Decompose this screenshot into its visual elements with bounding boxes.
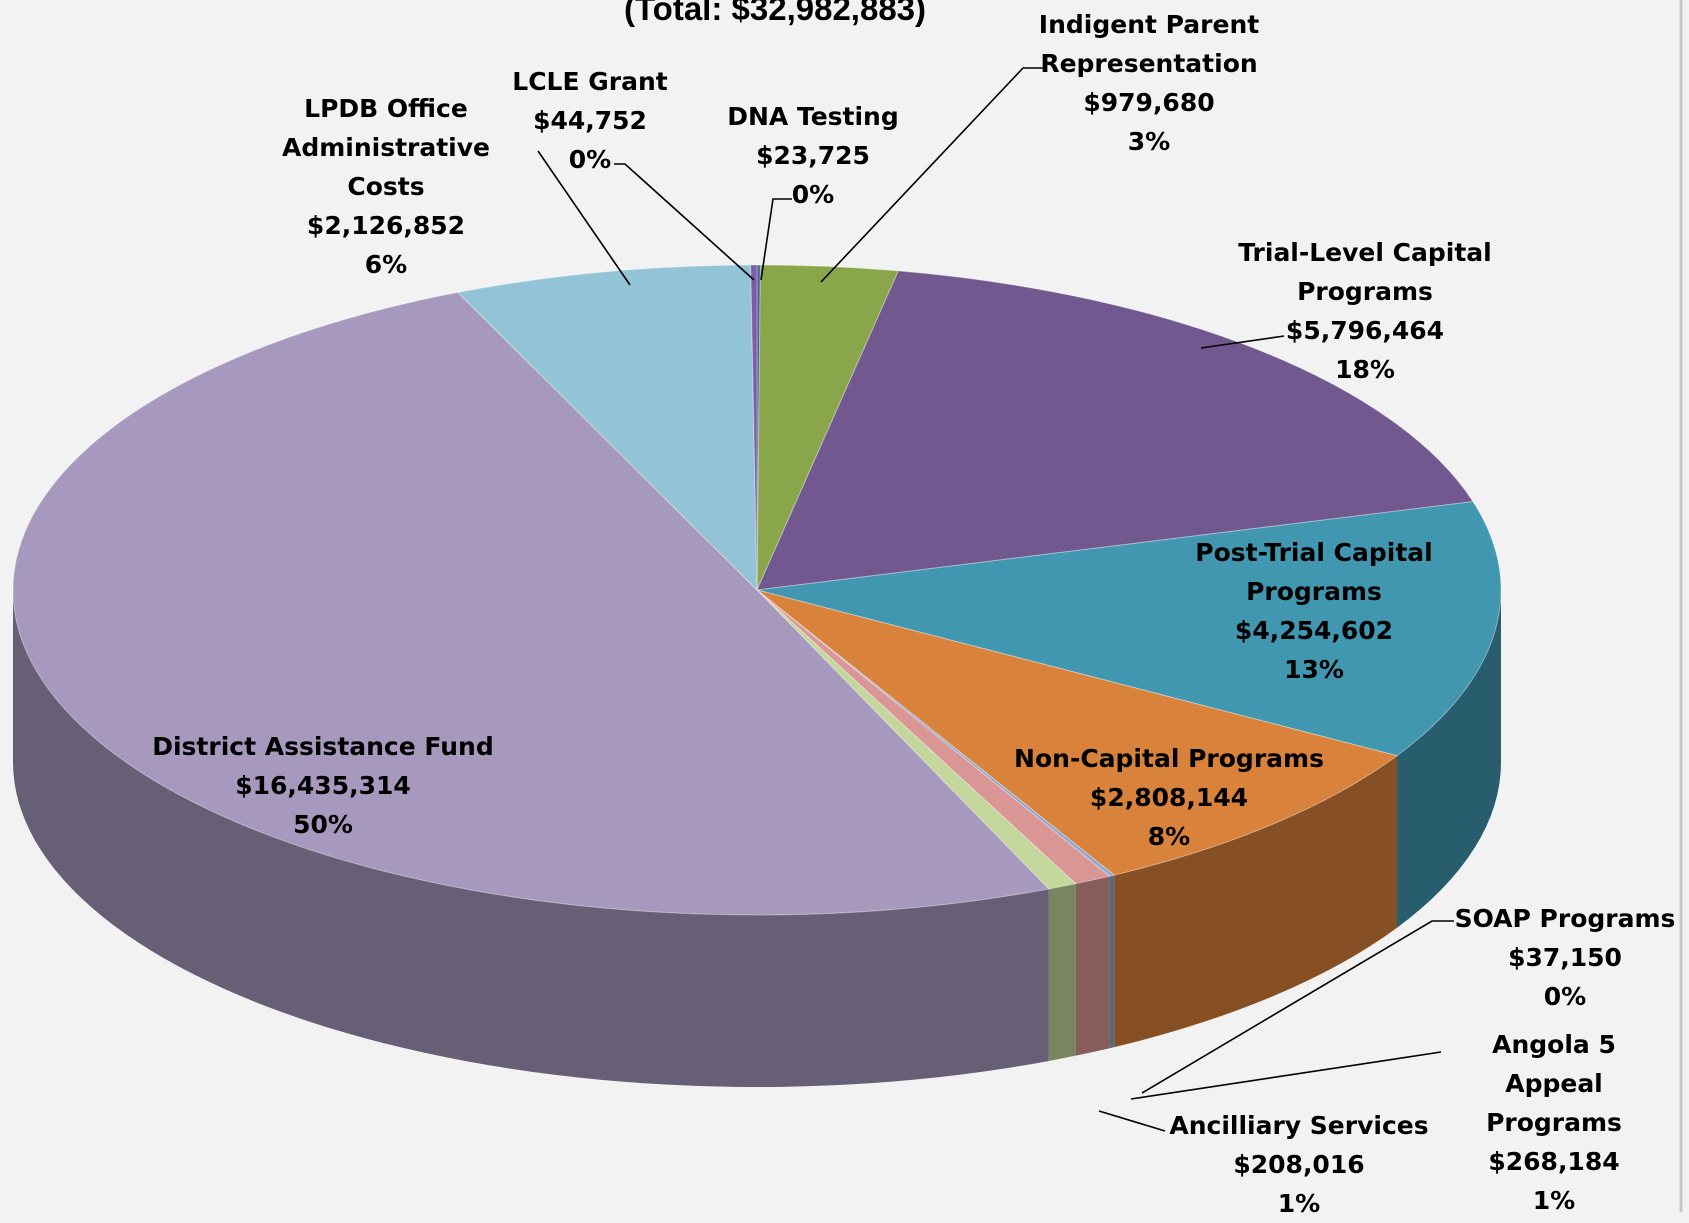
data-label: SOAP Programs $37,150 0% [1435, 899, 1689, 1016]
slice [756, 264, 900, 591]
data-label: District Assistance Fund $16,435,314 50% [143, 727, 503, 844]
side-shade [1048, 883, 1076, 1061]
data-label: LPDB Office Administrative Costs $2,126,8… [241, 89, 531, 284]
data-label: LCLE Grant $44,752 0% [490, 62, 690, 179]
slice [756, 589, 1116, 877]
value-label: $208,016 [1233, 1150, 1365, 1179]
percent-label: 50% [293, 810, 353, 839]
category-label: District Assistance Fund [152, 732, 494, 761]
leader-lines [537, 67, 1454, 1132]
slice-side [13, 590, 1049, 1087]
slice [756, 264, 761, 591]
percent-label: 13% [1284, 655, 1344, 684]
slice-side [1048, 883, 1076, 1061]
data-label: Trial-Level Capital Programs $5,796,464 18… [1235, 233, 1495, 389]
data-label: Angola 5 Appeal Programs $268,184 1% [1444, 1025, 1664, 1220]
leader-line [760, 198, 792, 281]
leader-line [1200, 335, 1285, 349]
category-label: Non-Capital Programs [1014, 744, 1324, 773]
slice [756, 270, 1474, 591]
category-label: Post-Trial Capital Programs [1195, 538, 1433, 606]
value-label: $979,680 [1083, 88, 1215, 117]
slice-side [1075, 876, 1110, 1056]
slice [756, 589, 1399, 876]
percent-label: 1% [1277, 1189, 1321, 1218]
leader-line [820, 67, 1043, 283]
side-shade [1397, 590, 1501, 928]
category-label: DNA Testing [727, 102, 899, 131]
pie [12, 264, 1502, 1087]
data-label: Post-Trial Capital Programs $4,254,602 13% [1184, 533, 1444, 689]
chart-title: (Total: $32,982,883) [623, 0, 927, 27]
value-label: $2,808,144 [1089, 783, 1249, 812]
slice [456, 264, 758, 592]
leader-line [1141, 920, 1454, 1094]
category-label: LPDB Office Administrative Costs [281, 94, 491, 201]
percent-label: 0% [791, 180, 835, 209]
data-label: DNA Testing $23,725 0% [703, 97, 923, 214]
percent-label: 18% [1335, 355, 1395, 384]
percent-label: 0% [568, 145, 612, 174]
slice-side [1114, 755, 1398, 1048]
value-label: $268,184 [1488, 1147, 1620, 1176]
category-label: SOAP Programs [1454, 904, 1676, 933]
leader-line [537, 150, 631, 286]
category-label: LCLE Grant [512, 67, 668, 96]
side-shade [1114, 755, 1398, 1048]
value-label: $2,126,852 [306, 211, 466, 240]
percent-label: 6% [364, 250, 408, 279]
leader-line [614, 163, 755, 281]
value-label: $16,435,314 [235, 771, 411, 800]
leader-line [1098, 1110, 1166, 1132]
data-label: Ancilliary Services $208,016 1% [1159, 1106, 1439, 1223]
side-shade [1109, 875, 1115, 1049]
percent-label: 8% [1147, 822, 1191, 851]
leader-line [1130, 1051, 1442, 1100]
value-label: $4,254,602 [1234, 616, 1394, 645]
data-label: Non-Capital Programs $2,808,144 8% [1009, 739, 1329, 856]
slice [756, 589, 1077, 890]
category-label: Angola 5 Appeal Programs [1486, 1030, 1622, 1137]
percent-label: 0% [1543, 982, 1587, 1011]
side-shade [13, 590, 1049, 1087]
value-label: $5,796,464 [1285, 316, 1445, 345]
category-label: Indigent Parent Representation [1038, 10, 1260, 78]
percent-label: 3% [1127, 127, 1171, 156]
slice [756, 501, 1502, 757]
slice [756, 589, 1111, 885]
slice-side [1397, 590, 1501, 928]
value-label: $23,725 [756, 141, 870, 170]
data-label: Indigent Parent Representation $979,680 3% [1019, 5, 1279, 161]
category-label: Trial-Level Capital Programs [1238, 238, 1492, 306]
percent-label: 1% [1532, 1186, 1576, 1215]
value-label: $44,752 [533, 106, 647, 135]
value-label: $37,150 [1508, 943, 1622, 972]
slice [12, 291, 1050, 916]
side-shade [1075, 876, 1110, 1056]
category-label: Ancilliary Services [1169, 1111, 1429, 1140]
slice [750, 264, 758, 591]
slice-side [1109, 875, 1115, 1049]
